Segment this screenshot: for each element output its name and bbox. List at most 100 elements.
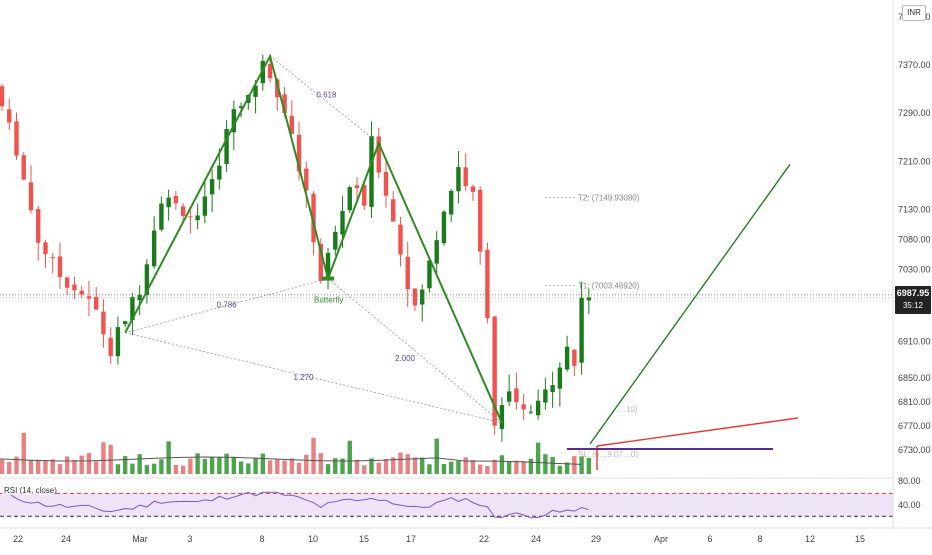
ratio-xb: 0.786: [217, 301, 238, 310]
candle-body: [485, 249, 490, 319]
volume-bars: [0, 432, 592, 474]
candle-body: [376, 136, 381, 173]
candle-body: [115, 327, 121, 357]
obscured-label: …10): [618, 405, 638, 414]
xb-connector: [125, 278, 329, 334]
ratio-xd: 1.270: [294, 373, 315, 382]
volume-bar: [550, 456, 555, 474]
volume-bar: [238, 461, 244, 474]
volume-bar: [246, 463, 251, 474]
volume-bar: [217, 456, 222, 474]
candle-body: [499, 405, 505, 430]
volume-bar: [188, 458, 193, 474]
candle-body: [572, 349, 577, 366]
date-tick-label: 22: [13, 534, 23, 544]
candle-body: [470, 186, 476, 192]
volume-bar: [0, 459, 5, 474]
volume-bar: [304, 454, 309, 474]
date-tick-label: Mar: [132, 534, 148, 544]
volume-bar: [108, 444, 113, 474]
candle-body: [137, 294, 142, 301]
candle-body: [535, 400, 541, 416]
volume-bar: [543, 454, 548, 474]
volume-bar: [318, 453, 323, 474]
candle-body: [477, 189, 483, 252]
candle-body: [65, 277, 70, 288]
price-axis: 7450.007370.007290.007210.007130.007080.…: [892, 0, 931, 530]
candle-body: [224, 129, 229, 164]
volume-bar: [441, 463, 447, 474]
volume-bar: [43, 461, 48, 474]
price-tick-label: 7290.00: [898, 108, 931, 118]
price-tick-label: 7030.00: [898, 265, 931, 275]
volume-bar: [311, 437, 316, 474]
last-price-badge: 6987.95 35:12: [895, 286, 931, 314]
volume-bar: [86, 453, 92, 474]
volume-bar: [130, 463, 135, 474]
volume-bar: [72, 459, 77, 474]
volume-bar: [420, 457, 425, 474]
candle-body: [43, 242, 48, 255]
candle-body: [238, 106, 244, 108]
candle-body: [521, 404, 526, 410]
volume-bar: [7, 462, 12, 474]
candle-body: [304, 168, 309, 191]
candle-body: [180, 206, 186, 216]
date-tick-label: 29: [591, 534, 601, 544]
projection-line: [589, 163, 791, 445]
date-tick-label: 6: [707, 534, 712, 544]
candle-body: [231, 109, 237, 133]
volume-bar: [369, 458, 374, 474]
candle-body: [441, 211, 447, 244]
candle-body: [528, 411, 534, 413]
candle-body: [86, 296, 92, 299]
volume-bar: [572, 456, 577, 474]
rsi-pane: RSI (14, close) 80.00 40.00: [0, 476, 921, 519]
volume-bar: [159, 459, 164, 474]
rsi-line: [1, 491, 589, 519]
volume-bar: [427, 464, 432, 474]
volume-bar: [180, 465, 186, 474]
candle-body: [36, 209, 41, 243]
volume-bar: [391, 457, 396, 474]
candle-body: [506, 391, 512, 402]
volume-bar: [448, 461, 454, 474]
volume-bar: [260, 453, 266, 474]
date-tick-label: 8: [757, 534, 762, 544]
candle-body: [296, 134, 302, 172]
volume-bar: [492, 459, 497, 474]
volume-bar: [514, 460, 519, 474]
candle-body: [427, 260, 432, 289]
last-price: 6987.95: [896, 288, 930, 298]
candle-body: [195, 215, 200, 221]
currency-badge[interactable]: INR: [902, 5, 926, 21]
volume-bar: [354, 459, 360, 474]
date-tick-label: 22: [479, 534, 489, 544]
volume-bar: [93, 461, 99, 474]
candle-body: [159, 203, 164, 230]
price-tick-label: 6730.00: [898, 445, 931, 455]
candle-body: [514, 388, 519, 403]
volume-bar: [282, 460, 287, 474]
price-tick-label: 6810.00: [898, 397, 931, 407]
candle-body: [456, 167, 461, 192]
date-axis: 22 24 Mar 3 8 10 15 17 22 24 29 Apr 6 8 12 15: [0, 527, 932, 544]
price-tick-label: 7080.00: [898, 235, 931, 245]
volume-bar: [195, 453, 200, 474]
volume-bar: [253, 457, 258, 474]
volume-bar: [535, 442, 541, 474]
volume-bar: [289, 458, 294, 474]
candle-body: [79, 290, 84, 295]
candle-body: [333, 231, 338, 250]
price-tick-label: 6910.00: [898, 337, 931, 347]
volume-bar: [412, 457, 418, 474]
candle-body: [434, 240, 439, 264]
volume-bar: [151, 463, 157, 474]
volume-bar: [586, 457, 592, 474]
harmonic-pattern: 0.786 0.618 2.000 1.270 Butterfly: [124, 53, 503, 424]
date-tick-label: 17: [406, 534, 416, 544]
candle-body: [50, 257, 55, 259]
volume-bar: [173, 464, 179, 474]
